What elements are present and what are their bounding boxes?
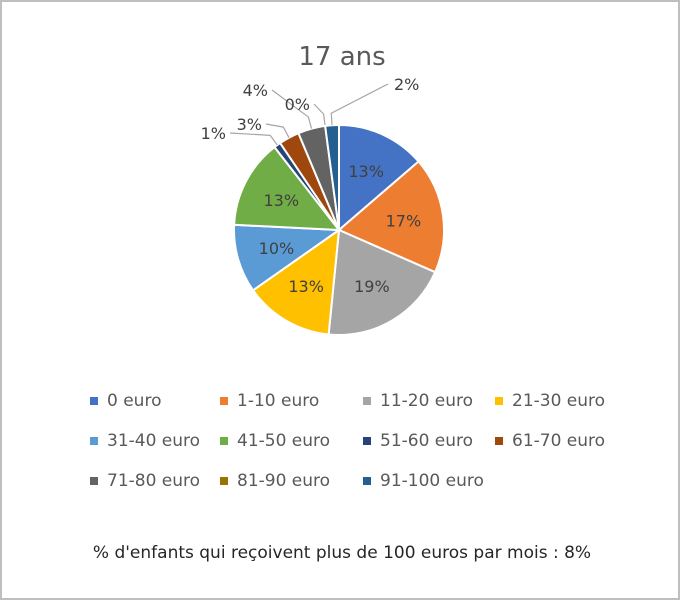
legend-swatch bbox=[90, 477, 98, 485]
data-label-31-40-euro: 10% bbox=[259, 239, 295, 258]
legend-item-1-10-euro: 1-10 euro bbox=[220, 390, 363, 412]
leader-line-71-80-euro bbox=[271, 89, 313, 129]
legend-item-0-euro: 0 euro bbox=[90, 390, 220, 412]
legend-label: 91-100 euro bbox=[380, 471, 484, 491]
legend-swatch bbox=[363, 477, 371, 485]
legend-item-91-100-euro: 91-100 euro bbox=[363, 470, 495, 492]
chart-legend: 0 euro 1-10 euro 11-20 euro 21-30 euro 31-40… bbox=[90, 390, 610, 492]
pie-slice-21-30-euro bbox=[251, 227, 341, 336]
legend-label: 1-10 euro bbox=[237, 391, 320, 411]
data-label-61-70-euro: 3% bbox=[237, 115, 262, 134]
footnote: % d'enfants qui reçoivent plus de 100 eu… bbox=[92, 543, 592, 563]
leader-line-61-70-euro bbox=[265, 123, 290, 138]
data-label-81-90-euro: 0% bbox=[285, 95, 310, 114]
data-label-11-20-euro: 19% bbox=[354, 277, 390, 296]
legend-item-21-30-euro: 21-30 euro bbox=[495, 390, 615, 412]
legend-swatch bbox=[363, 437, 371, 445]
legend-swatch bbox=[363, 397, 371, 405]
chart-title: 17 ans bbox=[298, 42, 386, 72]
leader-line-51-60-euro bbox=[229, 132, 278, 146]
leader-line-91-100-euro bbox=[330, 83, 389, 126]
data-label-51-60-euro: 1% bbox=[201, 124, 226, 143]
pie-slice-1-10-euro bbox=[337, 160, 445, 274]
pie-slice-31-40-euro bbox=[233, 223, 342, 292]
legend-swatch bbox=[90, 437, 98, 445]
legend-label: 81-90 euro bbox=[237, 471, 331, 491]
data-label-41-50-euro: 13% bbox=[263, 191, 299, 210]
data-label-0-euro: 13% bbox=[348, 162, 384, 181]
legend-item-81-90-euro: 81-90 euro bbox=[220, 470, 363, 492]
legend-label: 41-50 euro bbox=[237, 431, 331, 451]
legend-swatch bbox=[90, 397, 98, 405]
legend-item-11-20-euro: 11-20 euro bbox=[363, 390, 495, 412]
data-label-71-80-euro: 4% bbox=[243, 81, 268, 100]
data-label-21-30-euro: 13% bbox=[288, 277, 324, 296]
legend-item-51-60-euro: 51-60 euro bbox=[363, 430, 495, 452]
legend-item-71-80-euro: 71-80 euro bbox=[90, 470, 220, 492]
legend-label: 11-20 euro bbox=[380, 391, 474, 411]
legend-label: 71-80 euro bbox=[107, 471, 201, 491]
data-label-1-10-euro: 17% bbox=[386, 211, 422, 230]
leader-line-81-90-euro bbox=[313, 103, 326, 126]
legend-item-31-40-euro: 31-40 euro bbox=[90, 430, 220, 452]
pie-slice-41-50-euro bbox=[233, 145, 342, 232]
legend-swatch bbox=[495, 397, 503, 405]
legend-item-41-50-euro: 41-50 euro bbox=[220, 430, 363, 452]
legend-label: 21-30 euro bbox=[512, 391, 606, 411]
legend-swatch bbox=[495, 437, 503, 445]
pie-slice-0-euro bbox=[338, 123, 420, 233]
legend-label: 61-70 euro bbox=[512, 431, 606, 451]
legend-label: 0 euro bbox=[107, 391, 162, 411]
legend-swatch bbox=[220, 397, 228, 405]
pie-slice-11-20-euro bbox=[327, 228, 437, 336]
legend-item-61-70-euro: 61-70 euro bbox=[495, 430, 615, 452]
data-label-91-100-euro: 2% bbox=[394, 75, 419, 94]
legend-label: 31-40 euro bbox=[107, 431, 201, 451]
legend-swatch bbox=[220, 437, 228, 445]
legend-swatch bbox=[220, 477, 228, 485]
legend-label: 51-60 euro bbox=[380, 431, 474, 451]
